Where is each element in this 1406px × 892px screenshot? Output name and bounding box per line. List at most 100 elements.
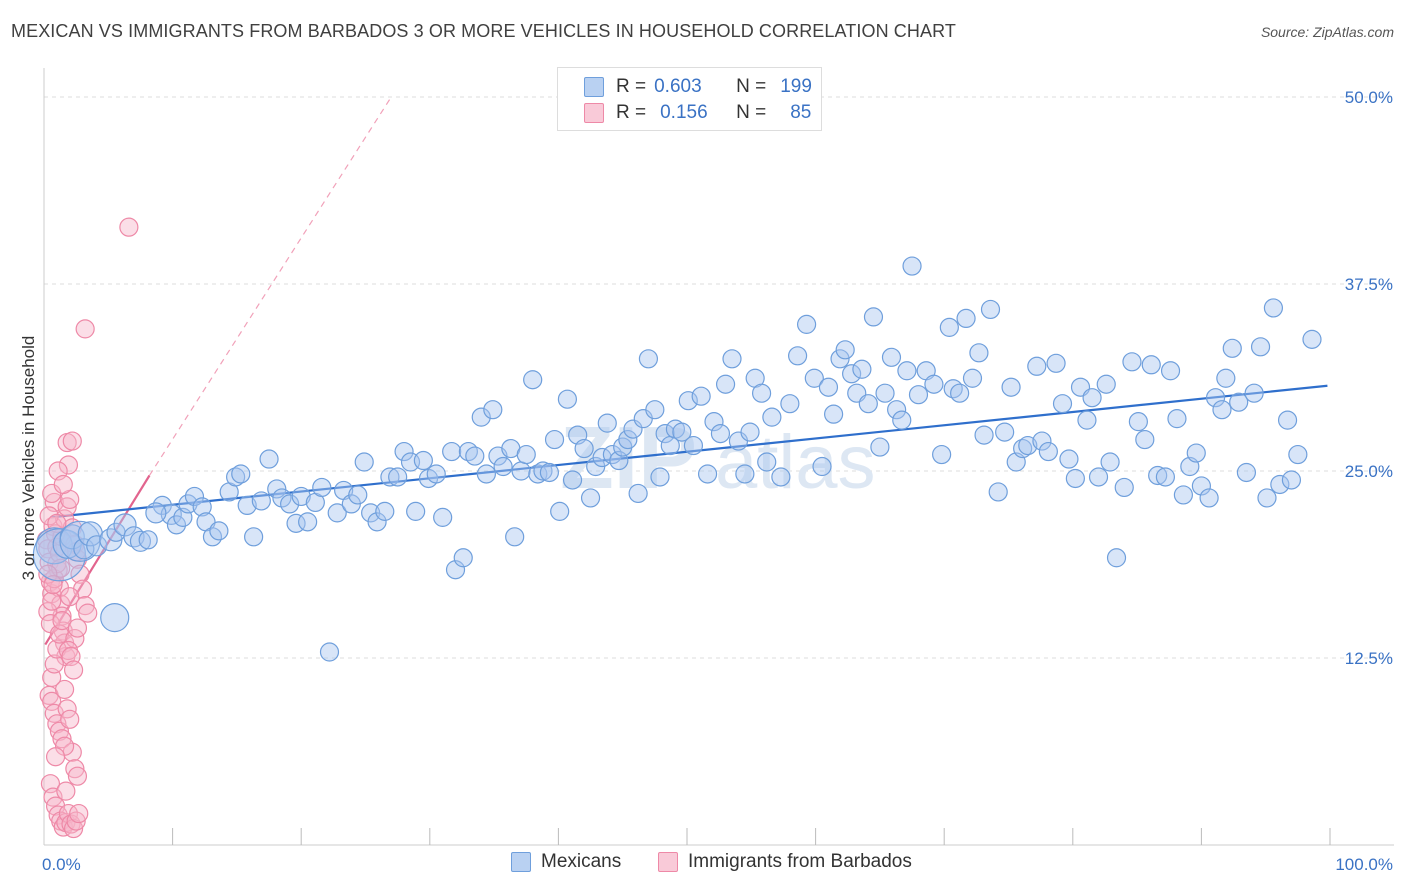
mexicans-point [842,364,862,384]
barbados-swatch [584,103,604,123]
mexicans-point [623,419,643,439]
mexicans-point [1059,449,1079,469]
mexicans-point [902,256,922,276]
series-legend: Mexicans Immigrants from Barbados [0,851,1406,877]
mexicans-point [892,410,912,430]
mexicans-point [796,314,817,334]
mexicans-point [704,412,724,432]
barbados-point [45,747,66,767]
mexicans-point [267,479,287,499]
mexicans-point [812,456,832,477]
mexicans-point [645,400,665,420]
mexicans-point [875,383,895,403]
barbados-swatch [658,852,678,872]
legend-item-barbados[interactable]: Immigrants from Barbados [658,851,912,873]
mexicans-point [1167,409,1187,429]
mexicans-point [740,422,760,442]
barbados-point [63,660,84,680]
mexicans-point [618,429,638,450]
barbados-point [57,497,77,517]
mexicans-point [505,527,525,547]
mexicans-point [1052,394,1073,414]
barbados-point [70,564,90,584]
mexicans-point [453,548,473,568]
mexicans-point [995,422,1015,442]
mexicans-point [870,437,890,457]
mexicans-point [388,467,408,487]
mexicans-point [638,349,659,369]
mexicans-point [145,502,167,524]
r-label: R = [616,76,647,97]
mexicans-point [86,535,108,557]
barbados-point [67,618,88,638]
mexicans-point [597,413,617,433]
n-value: 199 [780,76,812,97]
mexicans-point [32,528,87,582]
mexicans-point [818,377,839,397]
axes [43,68,1394,846]
mexicans-point [1141,355,1161,375]
mexicans-point [375,501,395,521]
mexicans-point [691,386,711,406]
mexicans-point [1065,468,1085,489]
mexicans-point [511,461,531,481]
mexicans-point [1216,368,1236,388]
mexicans-point [280,494,300,514]
mexicans-point [209,521,229,541]
mexicans-point [1257,488,1277,508]
y-tick-label: 50.0% [1345,88,1393,107]
mexicans-point [1277,410,1298,430]
mexicans-point [1100,452,1120,472]
mexicans-point [100,603,130,633]
mexicans-point [1229,392,1249,412]
mexicans-point [824,404,844,424]
mexicans-point [272,488,292,508]
x-tick-label: 0.0% [42,855,81,874]
mexicans-point [483,400,503,420]
barbados-point [75,596,95,616]
mexicans-point [533,461,553,481]
mexicans-point [413,450,433,471]
barbados-point [56,781,76,801]
mexicans-point [465,446,485,466]
mexicans-point [1148,465,1168,486]
mexicans-point [924,374,944,394]
legend-item-mexicans[interactable]: Mexicans [511,851,621,873]
mexicans-point [1244,383,1264,403]
mexicans-point [751,383,772,403]
mexicans-point [1088,467,1109,487]
mexicans-point [950,383,970,403]
mexicans-point [1128,412,1148,432]
mexicans-point [138,530,158,550]
mexicans-point [678,391,698,411]
barbados-point [62,518,82,538]
mexicans-point [1236,462,1257,483]
mexicans-point [1046,353,1066,373]
mexicans-point [1077,410,1097,430]
mexicans-point [771,467,791,487]
mexicans-point [969,343,989,363]
mexicans-point [715,374,736,394]
mexicans-point [184,486,205,507]
stats-row-barbados: R = 0.156 N = 85 [584,101,811,125]
barbados-trend-extension [148,96,392,476]
stats-row-mexicans: R = 0.603 N = 199 [584,75,812,99]
mexicans-point [858,394,878,414]
n-value: 85 [790,102,812,123]
barbados-points [36,217,139,839]
mexicans-point [1250,337,1271,357]
mexicans-point [762,407,782,427]
mexicans-point [1212,400,1232,420]
mexicans-point [1281,470,1302,490]
mexicans-point [1082,388,1102,408]
mexicans-point [1205,388,1226,408]
r-label: R = [616,102,647,123]
mexicans-points [32,256,1322,662]
mexicans-point [974,425,994,445]
mexicans-point [1222,338,1242,358]
mexicans-point [442,441,462,462]
mexicans-point [1302,329,1322,349]
mexicans-point [1106,548,1127,568]
mexicans-point [544,429,565,450]
mexicans-point [237,495,257,516]
